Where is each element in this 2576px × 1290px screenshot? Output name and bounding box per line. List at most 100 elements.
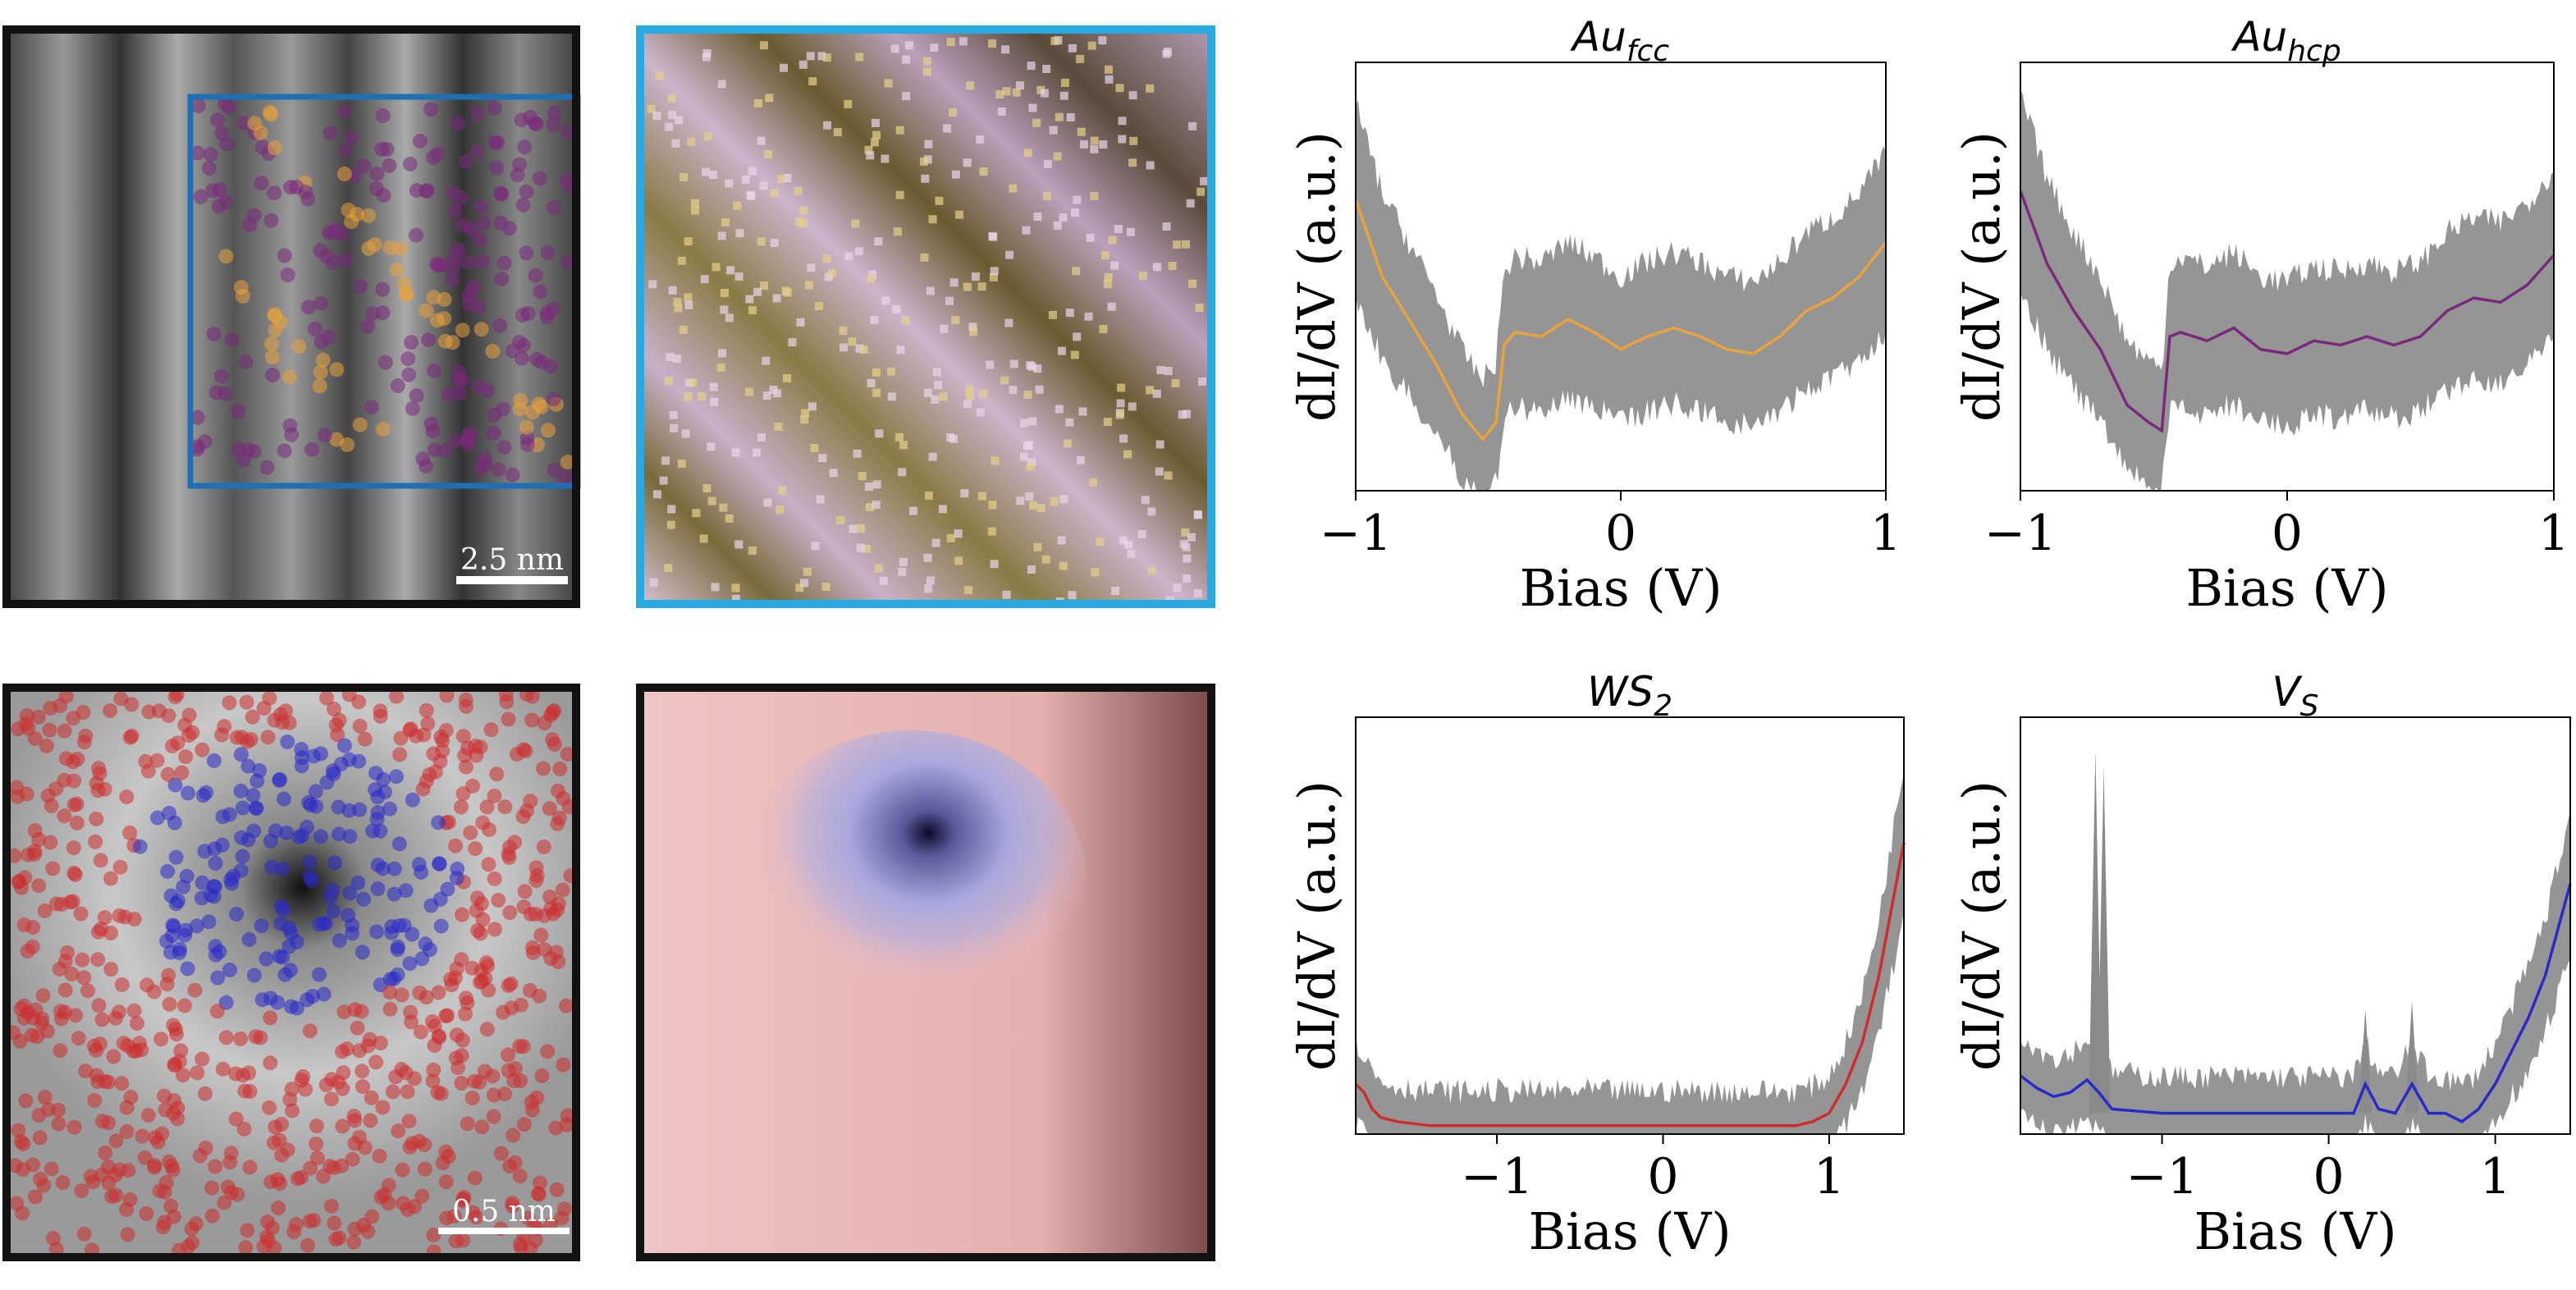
classified-pixel xyxy=(922,67,931,76)
x-tick-label: 0 xyxy=(2272,505,2303,562)
classified-pixel xyxy=(1043,191,1051,200)
lattice-site-marker xyxy=(536,839,551,855)
classified-pixel xyxy=(774,423,783,431)
classified-pixel xyxy=(955,210,963,219)
classified-pixel xyxy=(1116,399,1125,408)
classified-pixel xyxy=(1124,540,1133,549)
defect-site-marker xyxy=(280,734,295,750)
classified-pixel xyxy=(872,501,881,510)
lattice-site-marker xyxy=(222,1155,238,1170)
classified-pixel xyxy=(772,294,781,303)
classified-pixel xyxy=(899,441,908,450)
lattice-site-marker xyxy=(457,748,473,763)
lattice-site-marker xyxy=(208,1159,223,1174)
lattice-site-marker xyxy=(245,709,260,725)
hcp-site-marker xyxy=(460,437,476,452)
lattice-site-marker xyxy=(486,1087,501,1103)
classified-pixel xyxy=(783,288,792,297)
lattice-site-marker xyxy=(335,1118,350,1134)
classified-pixel xyxy=(988,231,997,240)
defect-site-marker xyxy=(433,918,449,934)
lattice-site-marker xyxy=(78,728,94,743)
lattice-site-marker xyxy=(545,704,560,720)
hcp-site-marker xyxy=(547,105,563,121)
classified-pixel xyxy=(1141,496,1150,505)
classified-pixel xyxy=(954,529,963,538)
defect-site-marker xyxy=(382,801,397,817)
lattice-site-marker xyxy=(114,1076,130,1091)
hcp-site-marker xyxy=(519,184,534,199)
lattice-site-marker xyxy=(474,896,489,912)
lattice-site-marker xyxy=(174,765,190,780)
lattice-site-marker xyxy=(74,1183,89,1199)
classified-pixel xyxy=(822,53,831,62)
classified-pixel xyxy=(1155,467,1164,476)
classified-pixel xyxy=(1119,434,1128,443)
hcp-site-marker xyxy=(460,254,475,270)
defect-site-marker xyxy=(254,992,270,1008)
hcp-site-marker xyxy=(505,343,520,359)
lattice-site-marker xyxy=(502,1159,518,1173)
lattice-site-marker xyxy=(18,716,34,731)
classified-pixel xyxy=(718,349,726,358)
lattice-site-marker xyxy=(140,1108,156,1123)
lattice-site-marker xyxy=(209,1004,225,1019)
fcc-site-marker xyxy=(315,352,331,368)
hcp-site-marker xyxy=(376,188,391,204)
defect-site-marker xyxy=(341,803,357,818)
classified-pixel xyxy=(807,263,816,272)
lattice-site-marker xyxy=(464,1091,480,1105)
lattice-site-marker xyxy=(149,752,165,768)
lattice-site-marker xyxy=(43,1161,59,1177)
lattice-site-marker xyxy=(455,729,471,744)
lattice-site-marker xyxy=(405,1136,420,1151)
classified-pixel xyxy=(872,130,881,140)
classified-pixel xyxy=(735,229,744,238)
classified-pixel xyxy=(935,196,944,205)
hcp-site-marker xyxy=(492,185,508,201)
lattice-site-marker xyxy=(438,723,454,739)
classified-pixel xyxy=(684,237,693,246)
lattice-site-marker xyxy=(162,996,177,1012)
classified-pixel xyxy=(997,108,1006,116)
classified-pixel xyxy=(783,173,792,182)
y-axis-label: dI/dV (a.u.) xyxy=(1951,131,2011,422)
lattice-site-marker xyxy=(159,977,175,992)
lattice-site-marker xyxy=(184,1221,199,1237)
lattice-site-marker xyxy=(166,1018,181,1033)
fcc-site-marker xyxy=(291,339,307,355)
lattice-site-marker xyxy=(75,705,91,720)
defect-site-marker xyxy=(277,791,291,807)
classified-pixel xyxy=(1090,136,1099,145)
lattice-site-marker xyxy=(194,742,210,757)
classified-pixel xyxy=(902,55,911,64)
lattice-site-marker xyxy=(53,1004,68,1019)
classified-pixel xyxy=(1118,135,1127,144)
defect-site-marker xyxy=(370,858,386,873)
lattice-site-marker xyxy=(501,978,516,994)
lattice-site-marker xyxy=(438,1174,454,1190)
classified-pixel xyxy=(963,282,972,291)
classified-pixel xyxy=(1086,233,1095,242)
classified-pixel xyxy=(687,138,696,146)
fcc-site-marker xyxy=(474,322,489,337)
classified-pixel xyxy=(1182,409,1191,419)
lattice-site-marker xyxy=(548,1120,564,1136)
classified-pixel xyxy=(833,128,842,137)
lattice-site-marker xyxy=(360,1224,376,1239)
hcp-site-marker xyxy=(409,388,424,404)
classified-pixel xyxy=(1137,530,1146,538)
site-markers-bottom xyxy=(6,687,579,1260)
hcp-site-marker xyxy=(475,254,490,269)
y-axis-label: dI/dV (a.u.) xyxy=(1287,131,1347,422)
hcp-site-marker xyxy=(280,268,295,282)
classified-pixel xyxy=(849,524,858,533)
defect-site-marker xyxy=(208,947,223,963)
lattice-site-marker xyxy=(487,789,502,803)
hcp-site-marker xyxy=(246,443,262,459)
lattice-site-marker xyxy=(525,945,541,960)
hcp-site-marker xyxy=(476,215,492,231)
defect-site-marker xyxy=(303,797,318,812)
hcp-site-marker xyxy=(344,130,359,145)
hcp-site-marker xyxy=(492,318,508,333)
